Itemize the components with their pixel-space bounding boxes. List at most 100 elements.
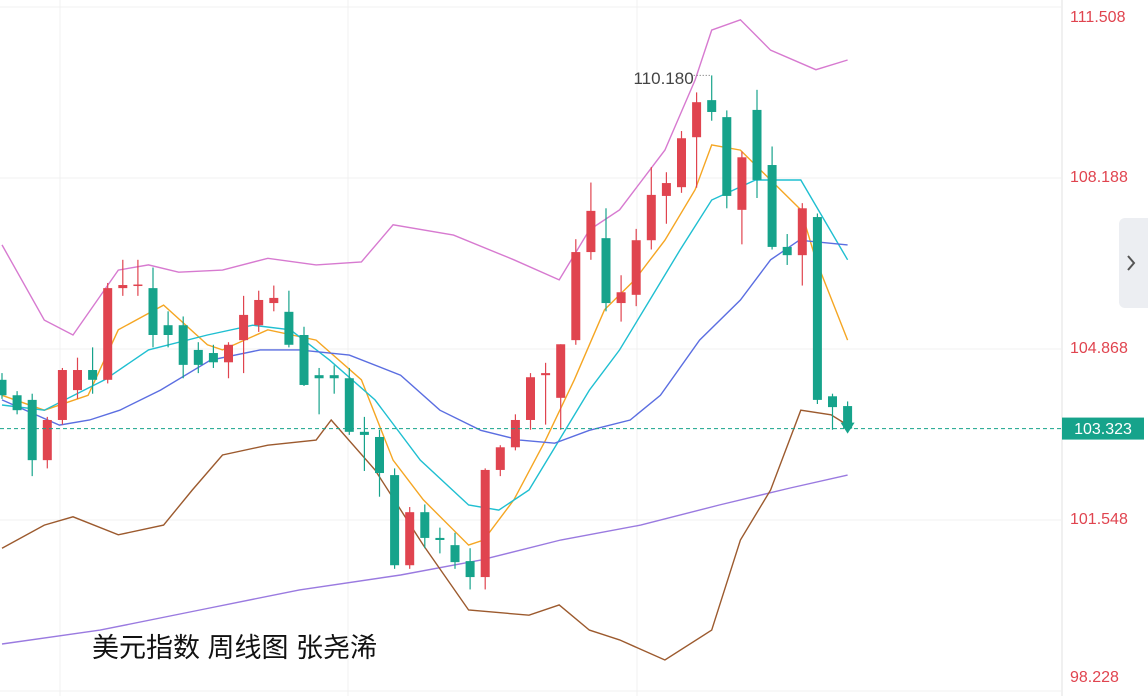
candle [661,172,671,224]
y-tick-label: 104.868 [1070,340,1128,357]
indicator-line [1,239,848,444]
candle-body [646,194,656,241]
candle-body [42,419,52,461]
candle-body [405,512,415,566]
candle [88,347,98,394]
plot-area: 110.180 [0,6,1062,692]
candle-body [782,246,792,256]
candle-body [707,100,717,112]
candle [405,507,415,569]
candle [148,267,158,348]
candle [450,532,460,569]
candle [420,504,430,549]
candle-body [269,297,279,304]
candle-body [0,379,7,396]
last-price-label: 103.323 [1074,421,1132,438]
candle [646,167,656,250]
candle [193,342,203,374]
candle-body [631,240,641,295]
candle [631,228,641,307]
candle [178,316,188,379]
candle-body [586,210,596,253]
candle [828,393,837,430]
candle-body [314,375,324,379]
candle-body [828,396,837,408]
candle-body [571,252,581,341]
candle-body [73,370,82,391]
candle [616,275,626,322]
side-toggle[interactable] [1119,218,1148,308]
candle [299,326,309,386]
candle [73,357,82,399]
candle [707,75,717,121]
candle-body [178,325,188,365]
candle [571,239,581,345]
candle-body [329,375,339,379]
candle-body [767,165,777,247]
candle [556,344,566,430]
candle-body [677,138,686,188]
candle [239,295,249,374]
y-tick-label: 111.508 [1070,9,1126,26]
candle [254,290,264,332]
candle-body [163,325,173,335]
candle-body [390,475,400,566]
candle [133,259,143,296]
candle-body [495,447,505,470]
candle [359,416,369,471]
last-price-arrow [840,422,855,434]
candle [118,259,128,296]
last-price-tag [1062,417,1144,440]
candle [465,548,475,590]
candle-body [435,537,445,540]
candle [435,527,445,554]
candle [510,414,520,451]
candle-body [752,109,762,180]
candle [495,445,505,477]
candle [601,208,611,312]
candle-body [526,377,535,420]
candle [737,151,747,245]
candle-body [797,208,807,256]
candle-body [118,285,128,289]
candle-body [344,378,354,432]
candle [782,234,792,265]
candle-body [541,373,551,376]
candle-body [450,545,460,563]
candle [375,429,384,497]
candle-body [375,436,384,474]
candle [284,290,294,348]
candle [314,367,324,415]
y-tick-label: 98.228 [1070,669,1119,686]
max-annotation: 110.180 [633,69,693,88]
candle [0,373,7,399]
candle-body [556,344,566,398]
candle-body [284,311,294,345]
candle [208,344,218,368]
candle [42,416,52,469]
candle-body [480,469,490,578]
candle-body [133,284,143,287]
candle-body [465,561,475,578]
candle-body [208,353,218,363]
candle-body [193,349,203,365]
y-tick-label: 108.188 [1070,169,1128,186]
candle [12,391,22,415]
candle [752,89,762,198]
candle [103,282,113,384]
candle [57,367,67,425]
candle [344,367,354,435]
candle [586,182,596,260]
candle-body [601,238,611,304]
chevron-icon [1127,255,1136,271]
candle [390,468,400,569]
candle [480,468,490,590]
candle-body [616,292,626,304]
candle-body [359,431,369,435]
candle-body [57,370,67,420]
candle-body [103,288,113,380]
candle [163,311,173,348]
candle-body [692,102,702,138]
candle-body [254,299,264,326]
y-tick-label: 101.548 [1070,511,1128,528]
